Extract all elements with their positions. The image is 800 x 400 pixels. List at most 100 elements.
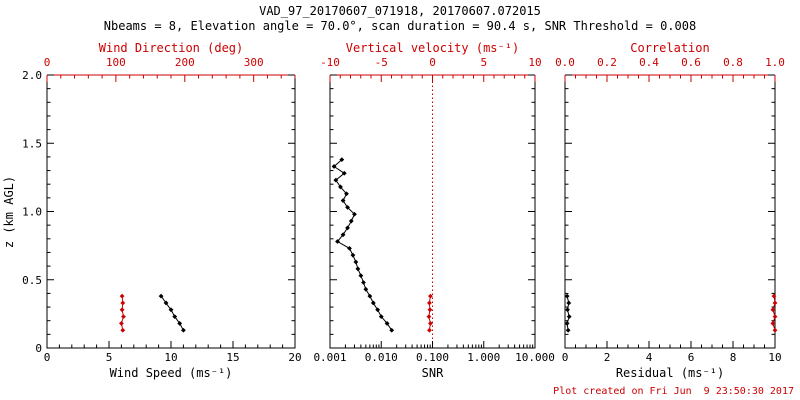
top-axis-title: Vertical velocity (ms⁻¹)	[346, 41, 519, 55]
x-axis-title: Residual (ms⁻¹)	[616, 366, 724, 380]
snr-profile-marker	[344, 191, 349, 197]
wind-direction-marker	[119, 307, 125, 313]
correlation-marker	[772, 314, 778, 320]
snr-profile-marker	[345, 205, 350, 210]
x-tick-label: 20	[288, 351, 301, 364]
snr-profile-marker	[361, 280, 366, 285]
x-tick-label: 6	[688, 351, 695, 364]
residual-marker	[564, 321, 570, 326]
top-tick-label: 10	[528, 56, 541, 69]
top-tick-label: 5	[480, 56, 487, 69]
snr-profile-marker	[335, 239, 340, 244]
residual-marker	[566, 300, 572, 306]
wind-speed-marker	[177, 321, 183, 326]
top-tick-label: 0.4	[639, 56, 659, 69]
x-tick-label: 2	[604, 351, 611, 364]
snr-profile-marker	[340, 198, 346, 203]
snr-profile-marker	[370, 300, 376, 306]
correlation-marker	[772, 300, 778, 306]
wind-speed-marker	[172, 314, 178, 320]
snr-profile-marker	[363, 286, 369, 292]
wind-direction-marker	[121, 314, 126, 320]
snr-profile-marker	[331, 164, 337, 169]
snr-profile-marker	[358, 273, 364, 279]
wind-speed-marker	[168, 307, 174, 313]
y-tick-label: 2.0	[22, 69, 42, 82]
x-tick-label: 0	[44, 351, 51, 364]
wind-direction-marker	[119, 293, 125, 299]
x-tick-label: 10.000	[515, 351, 555, 364]
y-tick-label: 0	[35, 342, 42, 355]
snr-profile-marker	[333, 177, 339, 183]
y-tick-label: 1.0	[22, 206, 42, 219]
y-axis-title: z (km AGL)	[2, 176, 16, 248]
snr-profile-marker	[345, 225, 350, 231]
panel-residual: 0 2 4 6 8 10 Residual (ms⁻¹) 0.0 0.2 0.4 0.6 0.8 1.0…	[555, 41, 785, 380]
snr-profile-marker	[339, 157, 345, 163]
snr-profile-marker	[375, 307, 381, 313]
residual-marker	[564, 293, 570, 299]
vertical-velocity-marker	[427, 327, 432, 333]
residual-marker	[565, 327, 571, 333]
panel-snr: 0.001 0.010 0.100 1.000 10.000 SNR -10 -5 0 5 10 Ve…	[313, 41, 554, 380]
top-tick-label: 0.6	[681, 56, 701, 69]
y-tick-label: 0.5	[22, 274, 42, 287]
snr-profile-marker	[352, 211, 357, 217]
snr-profile-marker	[353, 259, 359, 265]
x-tick-label: 0	[562, 351, 569, 364]
top-tick-label: 300	[244, 56, 264, 69]
wind-direction-marker	[120, 327, 126, 333]
top-tick-label: 0	[44, 56, 51, 69]
top-tick-label: -5	[375, 56, 388, 69]
snr-profile-line	[333, 159, 393, 331]
correlation-marker	[771, 293, 777, 299]
vertical-velocity-marker	[428, 293, 433, 299]
top-tick-label: 200	[175, 56, 195, 69]
top-tick-label: 0.8	[723, 56, 743, 69]
plot-title: VAD_97_20170607_071918, 20170607.072015	[259, 4, 541, 18]
residual-marker	[566, 314, 572, 320]
snr-profile-marker	[348, 218, 354, 224]
x-tick-label: 1.000	[467, 351, 500, 364]
plot-frame	[564, 75, 776, 349]
creation-timestamp: Plot created on Fri Jun 9 23:50:30 2017	[553, 386, 794, 397]
top-tick-label: -10	[320, 56, 340, 69]
x-tick-label: 0.100	[416, 351, 449, 364]
snr-profile-marker	[355, 266, 361, 272]
top-tick-label: 100	[106, 56, 126, 69]
x-tick-label: 10	[164, 351, 177, 364]
x-tick-label: 5	[106, 351, 113, 364]
wind-speed-marker	[181, 327, 186, 333]
wind-direction-marker	[119, 321, 124, 326]
top-axis-title: Wind Direction (deg)	[99, 41, 244, 55]
top-tick-label: 0	[429, 56, 436, 69]
snr-profile-marker	[389, 327, 395, 333]
snr-profile-marker	[367, 293, 373, 299]
x-tick-label: 0.001	[313, 351, 346, 364]
x-tick-label: 0.010	[365, 351, 398, 364]
x-axis-title: Wind Speed (ms⁻¹)	[110, 366, 233, 380]
plot-frame	[329, 75, 536, 349]
residual-marker	[565, 307, 570, 313]
wind-speed-marker	[158, 293, 164, 299]
snr-profile-marker	[338, 184, 343, 190]
x-tick-label: 8	[730, 351, 737, 364]
top-tick-label: 1.0	[765, 56, 785, 69]
plot-frame	[46, 75, 296, 349]
wind-direction-marker	[120, 300, 126, 306]
vertical-velocity-marker	[428, 321, 433, 326]
correlation-marker	[770, 321, 776, 326]
vertical-velocity-marker	[427, 307, 433, 313]
x-axis-title: SNR	[422, 366, 444, 380]
snr-profile-marker	[384, 321, 390, 326]
snr-profile-marker	[347, 245, 352, 251]
top-axis-title: Correlation	[630, 41, 709, 55]
plot-subtitle: Nbeams = 8, Elevation angle = 70.0°, sca…	[103, 19, 697, 33]
x-tick-label: 4	[646, 351, 653, 364]
snr-profile-marker	[341, 170, 347, 176]
x-tick-label: 10	[768, 351, 781, 364]
vertical-velocity-marker	[427, 300, 432, 306]
wind-speed-marker	[163, 300, 169, 306]
